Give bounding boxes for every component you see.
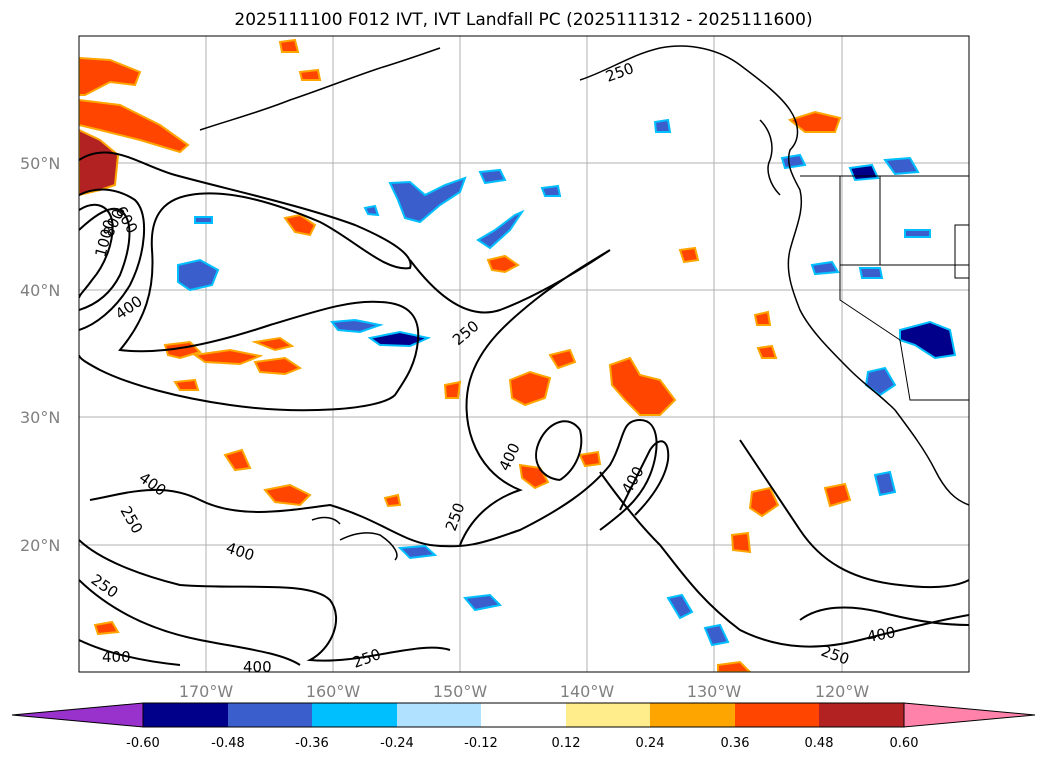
borders <box>800 175 969 401</box>
colorbar-swatch <box>143 703 228 727</box>
positive-pc-patches <box>79 38 852 672</box>
negative-pc-patches <box>177 118 957 647</box>
plot-frame <box>78 35 970 673</box>
colorbar-swatch <box>481 703 566 727</box>
colorbar-swatch <box>650 703 735 727</box>
colorbar-tick-label: 0.36 <box>721 736 750 751</box>
colorbar: -0.60 -0.48 -0.36 -0.24 -0.12 0.12 0.24 … <box>11 702 1036 751</box>
colorbar-extend-high <box>903 702 1036 728</box>
contour-label: 400 <box>866 623 897 646</box>
colorbar-swatch <box>735 703 819 727</box>
colorbar-tick-label: -0.60 <box>126 736 160 751</box>
colorbar-tick-label: 0.60 <box>890 736 919 751</box>
contour-label: 400 <box>102 648 131 666</box>
lon-label: 160°W <box>306 682 361 701</box>
lat-label: 30°N <box>20 408 60 427</box>
colorbar-swatch <box>819 703 904 727</box>
lon-label: 130°W <box>687 682 742 701</box>
colorbar-swatch <box>228 703 312 727</box>
colorbar-tick-label: -0.24 <box>380 736 414 751</box>
ivt-contours <box>79 151 969 666</box>
map-title: 2025111100 F012 IVT, IVT Landfall PC (20… <box>234 10 813 30</box>
colorbar-tick-label: -0.48 <box>211 736 245 751</box>
lat-label: 40°N <box>20 281 60 300</box>
lon-label: 120°W <box>815 682 870 701</box>
lon-label: 170°W <box>179 682 234 701</box>
colorbar-tick-label: -0.12 <box>464 736 498 751</box>
colorbar-swatch <box>397 703 481 727</box>
colorbar-swatch <box>312 703 397 727</box>
colorbar-swatch <box>566 703 650 727</box>
lon-label: 150°W <box>433 682 488 701</box>
colorbar-tick-label: 0.12 <box>552 736 581 751</box>
colorbar-extend-low <box>11 702 144 728</box>
colorbar-tick-label: 0.48 <box>805 736 834 751</box>
contour-label: 400 <box>243 658 272 676</box>
lat-label: 20°N <box>20 536 60 555</box>
gridlines <box>79 36 969 672</box>
latitude-labels: 50°N 40°N 30°N 20°N <box>20 154 60 555</box>
longitude-labels: 170°W 160°W 150°W 140°W 130°W 120°W <box>179 682 870 701</box>
coastlines <box>199 45 969 561</box>
colorbar-tick-label: -0.36 <box>295 736 329 751</box>
colorbar-tick-label: 0.24 <box>636 736 665 751</box>
lat-label: 50°N <box>20 154 60 173</box>
lon-label: 140°W <box>560 682 615 701</box>
